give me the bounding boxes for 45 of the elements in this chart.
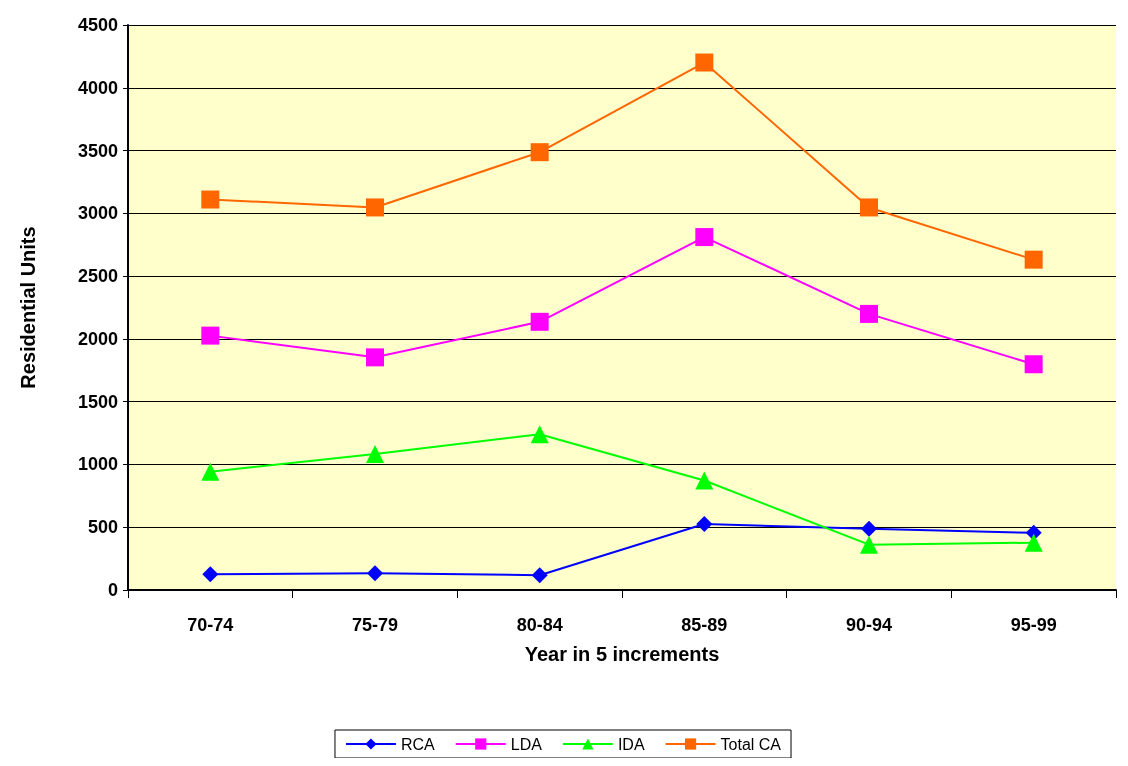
point [695, 471, 714, 490]
point [367, 565, 383, 582]
x-tick-label: 70-74 [187, 615, 234, 635]
legend-label: Total CA [720, 735, 782, 753]
point [1024, 355, 1043, 374]
point [696, 515, 713, 532]
y-tick-label: 3000 [77, 203, 118, 224]
point [366, 444, 384, 463]
point [860, 304, 878, 323]
x-tick-label: 85-89 [681, 615, 728, 635]
point [202, 566, 219, 583]
point [366, 198, 384, 217]
y-tick-label: 0 [107, 580, 118, 600]
x-tick-label: 95-99 [1010, 615, 1057, 635]
y-tick-label: 2500 [77, 266, 118, 287]
x-tick-label: 75-79 [351, 615, 399, 635]
point [201, 326, 220, 345]
x-tick-label: 80-84 [516, 615, 563, 635]
y-tick-label: 500 [87, 517, 118, 538]
point [201, 190, 220, 209]
legend-label: LDA [510, 735, 543, 753]
point [860, 535, 878, 554]
point [530, 143, 549, 162]
y-tick-label: 4000 [77, 77, 118, 98]
x-tick-label: 90-94 [845, 615, 893, 635]
point [366, 348, 384, 367]
point [1024, 250, 1043, 269]
y-tick-label: 3500 [77, 140, 118, 161]
point [201, 462, 220, 481]
y-axis-title: Residential Units [17, 226, 39, 389]
point [530, 312, 549, 331]
point [861, 520, 877, 537]
point [531, 567, 548, 584]
y-tick-label: 2000 [77, 328, 118, 349]
x-axis-title: Year in 5 increments [524, 643, 720, 665]
point [1024, 533, 1043, 552]
y-tick-label: 1500 [77, 391, 118, 412]
y-tick-label: 4500 [77, 15, 118, 35]
point [860, 198, 878, 217]
legend-label: IDA [617, 735, 645, 753]
point [695, 228, 714, 247]
point [695, 53, 714, 72]
point [530, 425, 549, 444]
legend-label: RCA [400, 735, 436, 753]
y-tick-label: 1000 [77, 454, 118, 475]
